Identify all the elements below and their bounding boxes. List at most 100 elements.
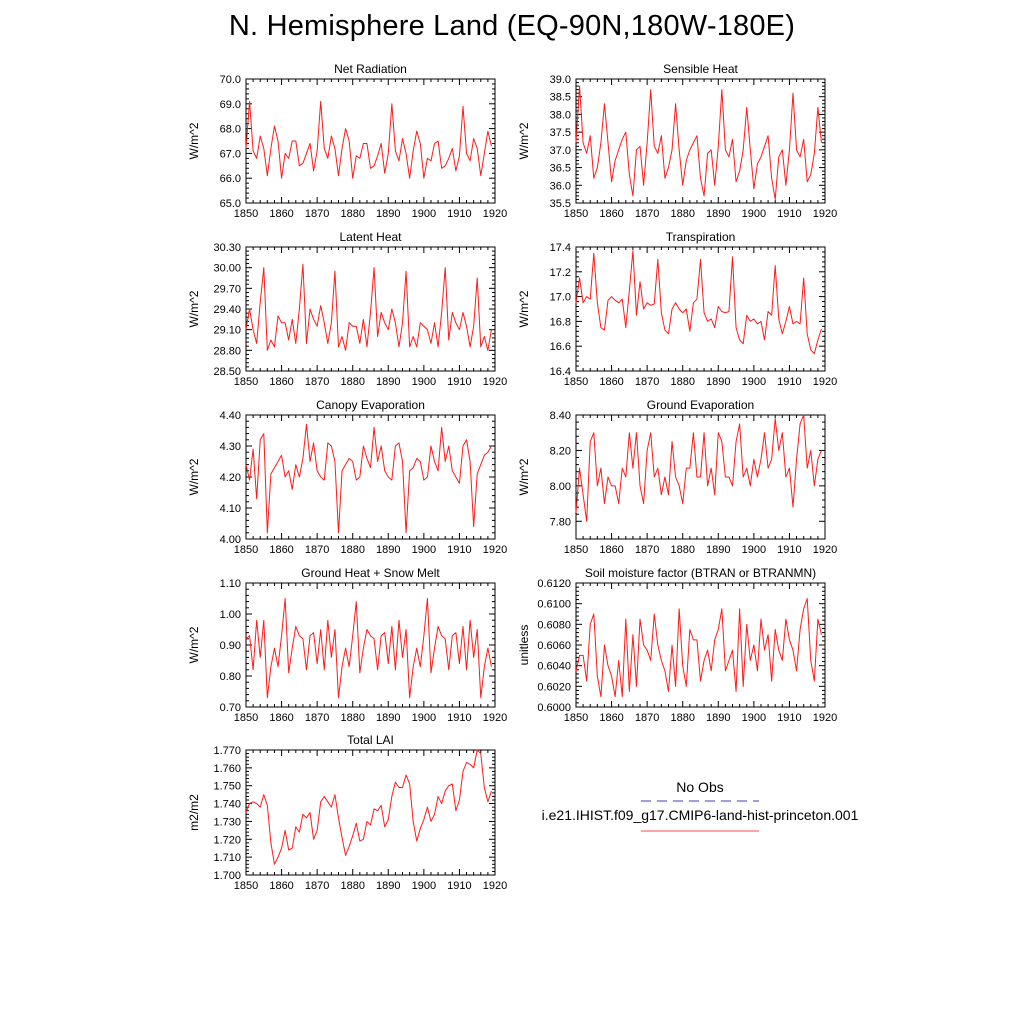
panel-3-xtick-label: 1900 xyxy=(412,376,436,388)
panel-8-xtick-label: 1920 xyxy=(813,712,837,724)
panel-7-ytick-label: 0.70 xyxy=(220,702,241,714)
panel-7-xtick-label: 1850 xyxy=(234,712,258,724)
panel-7-ytick-label: 1.10 xyxy=(220,578,241,590)
panel-4-xtick-label: 1850 xyxy=(564,376,588,388)
panel-3-ytick-label: 28.80 xyxy=(213,345,241,357)
panel-6-ytick-label: 8.20 xyxy=(550,445,571,457)
panel-3-title: Latent Heat xyxy=(339,230,402,244)
panel-4-ytick-label: 16.6 xyxy=(550,341,571,353)
panel-9-ytick-label: 1.740 xyxy=(213,799,241,811)
panel-7-ytick-label: 0.80 xyxy=(220,671,241,683)
panel-5-xtick-label: 1860 xyxy=(269,544,293,556)
panel-4-title: Transpiration xyxy=(666,230,736,244)
panel-6-frame xyxy=(575,414,826,540)
panel-9-ytick-label: 1.770 xyxy=(213,745,241,757)
panel-2-ytick-label: 37.0 xyxy=(550,145,571,157)
panel-6-xtick-label: 1920 xyxy=(813,544,837,556)
panel-2-xtick-label: 1880 xyxy=(670,208,694,220)
panel-2-xtick-label: 1910 xyxy=(777,208,801,220)
panel-4-xtick-label: 1890 xyxy=(706,376,730,388)
panel-3-ytick-label: 29.10 xyxy=(213,325,241,337)
panel-3-xtick-label: 1880 xyxy=(340,376,364,388)
panel-2-xtick-label: 1870 xyxy=(635,208,659,220)
panel-6-ytick-label: 8.40 xyxy=(550,410,571,422)
panel-3-xtick-label: 1860 xyxy=(269,376,293,388)
panel-5-xtick-label: 1880 xyxy=(340,544,364,556)
panel-3-series-line xyxy=(245,263,492,351)
panel-7-xtick-label: 1890 xyxy=(376,712,400,724)
panel-1-ytick-label: 70.0 xyxy=(220,74,241,86)
panel-8-xtick-label: 1910 xyxy=(777,712,801,724)
panel-9-ytick-label: 1.750 xyxy=(213,781,241,793)
panel-4-xtick-label: 1920 xyxy=(813,376,837,388)
panel-7-xtick-label: 1920 xyxy=(483,712,507,724)
page-title: N. Hemisphere Land (EQ-90N,180W-180E) xyxy=(228,10,796,42)
panel-5-ytick-label: 4.30 xyxy=(220,441,241,453)
panel-2-frame xyxy=(575,78,826,204)
panel-3-ytick-label: 29.70 xyxy=(213,283,241,295)
panel-9-ytick-label: 1.720 xyxy=(213,834,241,846)
panel-4-ytick-label: 17.2 xyxy=(550,267,571,279)
panel-8-xtick-label: 1850 xyxy=(564,712,588,724)
panel-2-title: Sensible Heat xyxy=(663,62,738,76)
panel-1-xtick-label: 1910 xyxy=(447,208,471,220)
panel-7-xtick-label: 1880 xyxy=(340,712,364,724)
panel-2-ytick-label: 39.0 xyxy=(550,74,571,86)
panel-2-ytick-label: 36.0 xyxy=(550,180,571,192)
panel-8-ytick-label: 0.6020 xyxy=(537,681,571,693)
panel-2-ytick-label: 36.5 xyxy=(550,163,571,175)
panel-8-ytick-label: 0.6040 xyxy=(537,661,571,673)
panel-4-series-line xyxy=(575,250,822,355)
panel-1-ytick-label: 67.0 xyxy=(220,148,241,160)
panel-9-ytick-label: 1.700 xyxy=(213,870,241,882)
panel-6-ylabel: W/m^2 xyxy=(517,458,531,495)
panel-6-ytick-label: 8.00 xyxy=(550,481,571,493)
panel-9-xtick-label: 1880 xyxy=(340,880,364,892)
panel-5-xtick-label: 1920 xyxy=(483,544,507,556)
panel-8-title: Soil moisture factor (BTRAN or BTRANMN) xyxy=(585,566,816,580)
legend-label-run: i.e21.IHIST.f09_g17.CMIP6-land-hist-prin… xyxy=(541,807,859,823)
panel-5-xtick-label: 1900 xyxy=(412,544,436,556)
panel-6-xtick-label: 1880 xyxy=(670,544,694,556)
panel-8-xtick-label: 1880 xyxy=(670,712,694,724)
panel-2-series-line xyxy=(575,85,822,200)
panel-3-ylabel: W/m^2 xyxy=(187,290,201,327)
panel-9-frame xyxy=(245,749,496,876)
panel-9-xtick-label: 1920 xyxy=(483,880,507,892)
panel-4-ytick-label: 16.8 xyxy=(550,316,571,328)
panel-5-xtick-label: 1870 xyxy=(305,544,329,556)
panel-4-xtick-label: 1900 xyxy=(742,376,766,388)
panel-8-ytick-label: 0.6120 xyxy=(537,578,571,590)
panel-6-xtick-label: 1910 xyxy=(777,544,801,556)
panel-6-xtick-label: 1850 xyxy=(564,544,588,556)
panel-1-xtick-label: 1870 xyxy=(305,208,329,220)
panel-2-ytick-label: 38.0 xyxy=(550,109,571,121)
panel-3-xtick-label: 1870 xyxy=(305,376,329,388)
panel-6-xtick-label: 1860 xyxy=(599,544,623,556)
panel-2-xtick-label: 1890 xyxy=(706,208,730,220)
panel-9-xtick-label: 1900 xyxy=(412,880,436,892)
panel-8-xtick-label: 1890 xyxy=(706,712,730,724)
panel-6-xtick-label: 1870 xyxy=(635,544,659,556)
panel-8-ytick-label: 0.6100 xyxy=(537,599,571,611)
panel-4-ytick-label: 17.4 xyxy=(550,242,571,254)
panel-1-ytick-label: 65.0 xyxy=(220,198,241,210)
panel-6-series-line xyxy=(575,414,822,522)
panel-3-xtick-label: 1920 xyxy=(483,376,507,388)
panel-5-ytick-label: 4.40 xyxy=(220,410,241,422)
panel-1-frame xyxy=(245,78,496,204)
panel-3-xtick-label: 1850 xyxy=(234,376,258,388)
panel-6-xtick-label: 1890 xyxy=(706,544,730,556)
panel-2-ytick-label: 38.5 xyxy=(550,92,571,104)
panel-1-ylabel: W/m^2 xyxy=(187,122,201,159)
panel-5-title: Canopy Evaporation xyxy=(316,398,425,412)
panel-8-ytick-label: 0.6060 xyxy=(537,640,571,652)
panel-1-xtick-label: 1860 xyxy=(269,208,293,220)
panel-1-title: Net Radiation xyxy=(334,62,407,76)
panel-7-xtick-label: 1900 xyxy=(412,712,436,724)
panel-9-title: Total LAI xyxy=(347,733,394,747)
panel-3-ytick-label: 30.30 xyxy=(213,242,241,254)
panel-7-xtick-label: 1860 xyxy=(269,712,293,724)
panel-4-xtick-label: 1860 xyxy=(599,376,623,388)
